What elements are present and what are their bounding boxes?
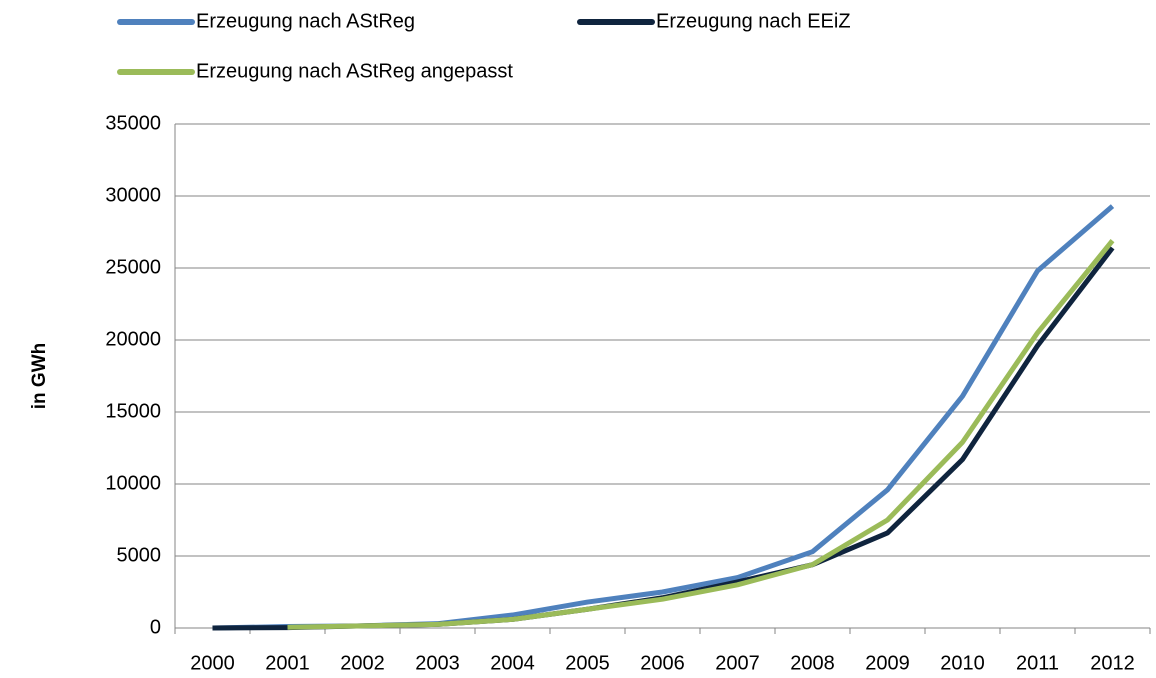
x-tick-label: 2003 [415, 652, 460, 674]
y-tick-label: 35000 [105, 112, 161, 134]
x-tick-label: 2011 [1016, 652, 1059, 674]
y-axis-label: in GWh [29, 343, 50, 409]
data-line [287, 239, 1115, 630]
x-tick-label: 2008 [790, 652, 835, 674]
legend-label: Erzeugung nach AStReg angepasst [196, 60, 513, 82]
x-tick-label: 2006 [640, 652, 685, 674]
x-tick-label: 2009 [865, 652, 910, 674]
y-tick-label: 20000 [105, 328, 161, 350]
x-tick-label: 2001 [265, 652, 310, 674]
x-tick-label: 2005 [565, 652, 610, 674]
x-tick-label: 2012 [1090, 652, 1135, 674]
y-tick-label: 25000 [105, 256, 161, 278]
legend-label: Erzeugung nach EEiZ [656, 10, 851, 32]
y-tick-label: 30000 [105, 184, 161, 206]
legend-label: Erzeugung nach AStReg [196, 10, 415, 32]
x-tick-label: 2002 [340, 652, 385, 674]
data-line [212, 246, 1115, 631]
x-tick-label: 2007 [715, 652, 760, 674]
y-tick-label: 0 [150, 616, 161, 638]
x-tick-label: 2004 [490, 652, 535, 674]
x-tick-label: 2000 [190, 652, 235, 674]
y-tick-label: 10000 [105, 472, 161, 494]
x-tick-label: 2010 [940, 652, 985, 674]
y-tick-label: 15000 [105, 400, 161, 422]
y-tick-label: 5000 [117, 544, 162, 566]
